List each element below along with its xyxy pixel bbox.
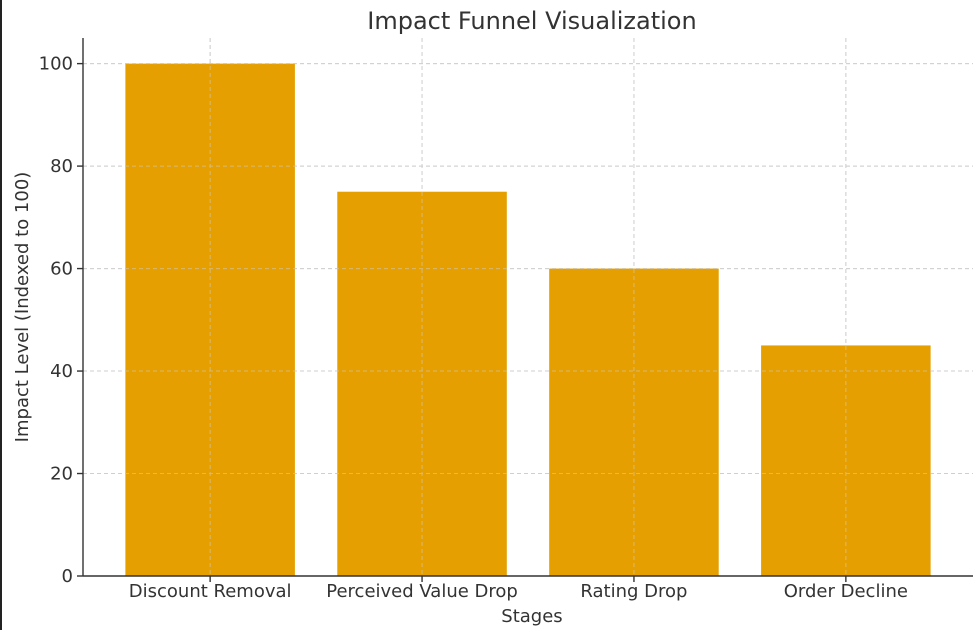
window-left-border bbox=[0, 0, 2, 630]
bars bbox=[83, 38, 973, 577]
x-tick-label: Rating Drop bbox=[580, 581, 687, 602]
y-tick-label: 100 bbox=[39, 54, 73, 75]
y-tick-label: 20 bbox=[50, 464, 73, 485]
grid-overlay bbox=[83, 38, 973, 577]
axes bbox=[82, 38, 973, 577]
chart-title: Impact Funnel Visualization bbox=[367, 7, 696, 35]
y-tick-label: 40 bbox=[50, 361, 73, 382]
y-tick-label: 60 bbox=[50, 259, 73, 280]
y-tick-label: 0 bbox=[62, 566, 73, 587]
x-tick-label: Order Decline bbox=[784, 581, 908, 602]
x-tick-label: Perceived Value Drop bbox=[326, 581, 518, 602]
x-tick-label: Discount Removal bbox=[129, 581, 292, 602]
x-axis-label: Stages bbox=[501, 606, 562, 627]
y-tick-label: 80 bbox=[50, 156, 73, 177]
ticks: 0 20 40 60 80 100 Discount Removal Perceived Va… bbox=[39, 54, 908, 602]
y-axis-label: Impact Level (Indexed to 100) bbox=[12, 172, 33, 443]
